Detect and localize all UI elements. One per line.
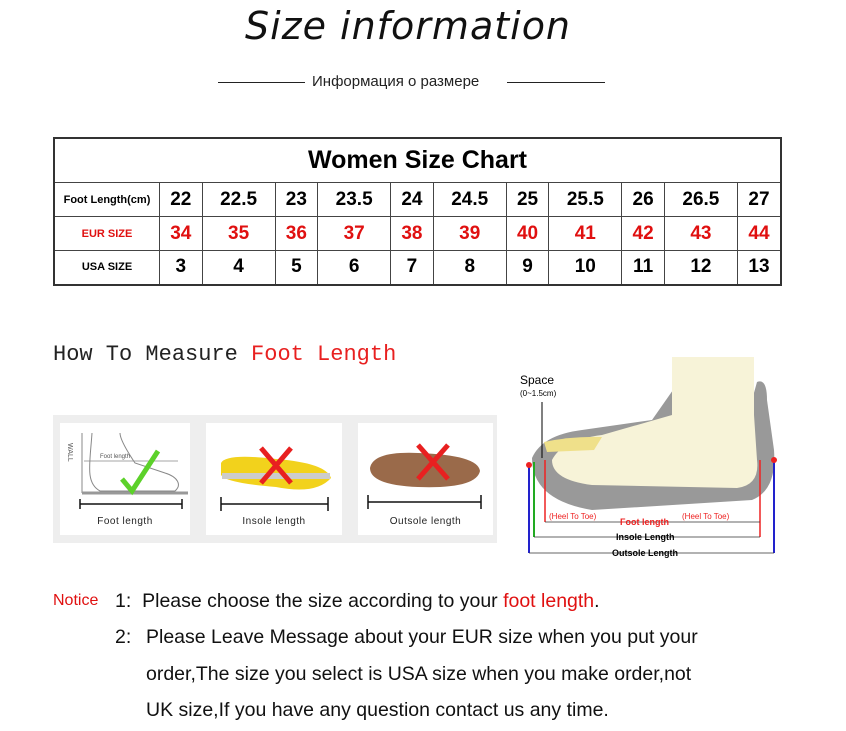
check-icon bbox=[120, 449, 161, 496]
table-cell: 7 bbox=[390, 249, 434, 286]
notice-item-1: 1: Please choose the size according to y… bbox=[115, 590, 600, 612]
svg-text:Space: Space bbox=[520, 373, 554, 387]
table-cell: 44 bbox=[736, 216, 782, 251]
notice-item-2-num: 2: bbox=[115, 626, 132, 648]
divider bbox=[218, 82, 305, 83]
row-label: USA SIZE bbox=[53, 249, 160, 286]
row-label: EUR SIZE bbox=[53, 216, 160, 251]
foot-length-card: Foot length WALL Foot length bbox=[60, 423, 190, 535]
svg-text:Foot length: Foot length bbox=[620, 517, 669, 527]
table-cell: 36 bbox=[274, 216, 319, 251]
table-cell: 40 bbox=[505, 216, 550, 251]
svg-text:Outsole Length: Outsole Length bbox=[612, 548, 678, 558]
svg-text:Foot length: Foot length bbox=[100, 454, 130, 460]
table-cell: 37 bbox=[317, 216, 392, 251]
table-cell: 22.5 bbox=[201, 182, 276, 218]
table-cell: 5 bbox=[274, 249, 319, 286]
table-cell: 25.5 bbox=[548, 182, 623, 218]
cross-icon bbox=[259, 446, 293, 485]
table-cell: 24 bbox=[390, 182, 434, 218]
table-cell: 23 bbox=[274, 182, 319, 218]
notice-label: Notice bbox=[53, 592, 99, 609]
shoe-diagram: Space (0~1.5cm) (Heel To Toe) (Heel To T… bbox=[520, 357, 777, 558]
size-chart-table: Women Size Chart Foot Length(cm) 22 22.5 23… bbox=[53, 137, 782, 286]
table-row: USA SIZE 3 4 5 6 7 8 9 10 11 12 13 bbox=[53, 249, 782, 286]
table-cell: 35 bbox=[201, 216, 276, 251]
insole-length-card: Insole length bbox=[206, 423, 342, 535]
table-cell: 12 bbox=[663, 249, 738, 286]
table-cell: 24.5 bbox=[432, 182, 507, 218]
table-cell: 13 bbox=[736, 249, 782, 286]
table-cell: 41 bbox=[548, 216, 623, 251]
table-cell: 38 bbox=[390, 216, 434, 251]
table-cell: 43 bbox=[663, 216, 738, 251]
table-cell: 26 bbox=[621, 182, 665, 218]
table-cell: 4 bbox=[201, 249, 276, 286]
svg-text:Insole Length: Insole Length bbox=[616, 532, 675, 542]
how-to-measure-heading: How To Measure Foot Length bbox=[53, 342, 397, 367]
table-row: Foot Length(cm) 22 22.5 23 23.5 24 24.5 25 25.5 2… bbox=[53, 182, 782, 218]
divider bbox=[507, 82, 605, 83]
notice-item-2-line: UK size,If you have any question contact… bbox=[146, 699, 609, 721]
table-cell: 42 bbox=[621, 216, 665, 251]
svg-text:(Heel To Toe): (Heel To Toe) bbox=[549, 512, 597, 521]
svg-text:WALL: WALL bbox=[66, 443, 73, 462]
table-cell: 6 bbox=[317, 249, 392, 286]
foot-measure-illustration: Foot length WALL bbox=[66, 432, 188, 509]
svg-text:(Heel To Toe): (Heel To Toe) bbox=[682, 512, 730, 521]
cross-icon bbox=[416, 443, 450, 481]
table-caption: Women Size Chart bbox=[53, 137, 782, 184]
table-cell: 34 bbox=[159, 216, 203, 251]
table-cell: 3 bbox=[159, 249, 203, 286]
notice-item-2-line: order,The size you select is USA size wh… bbox=[146, 663, 692, 685]
page-title: Size information bbox=[244, 4, 572, 48]
table-cell: 11 bbox=[621, 249, 665, 286]
table-cell: 39 bbox=[432, 216, 507, 251]
table-cell: 25 bbox=[505, 182, 550, 218]
table-cell: 27 bbox=[736, 182, 782, 218]
row-label: Foot Length(cm) bbox=[53, 182, 160, 218]
notice-item-2-line: Please Leave Message about your EUR size… bbox=[146, 626, 698, 648]
table-cell: 10 bbox=[548, 249, 623, 286]
measure-methods-panel: Foot length WALL Foot length Insole leng… bbox=[53, 415, 497, 543]
table-cell: 9 bbox=[505, 249, 550, 286]
table-cell: 22 bbox=[159, 182, 203, 218]
table-row: EUR SIZE 34 35 36 37 38 39 40 41 42 43 44 bbox=[53, 216, 782, 251]
outsole-length-card: Outsole length bbox=[358, 423, 493, 535]
table-cell: 23.5 bbox=[317, 182, 392, 218]
subtitle: Информация о размере bbox=[312, 73, 480, 90]
svg-text:(0~1.5cm): (0~1.5cm) bbox=[520, 389, 557, 398]
table-cell: 26.5 bbox=[663, 182, 738, 218]
table-cell: 8 bbox=[432, 249, 507, 286]
